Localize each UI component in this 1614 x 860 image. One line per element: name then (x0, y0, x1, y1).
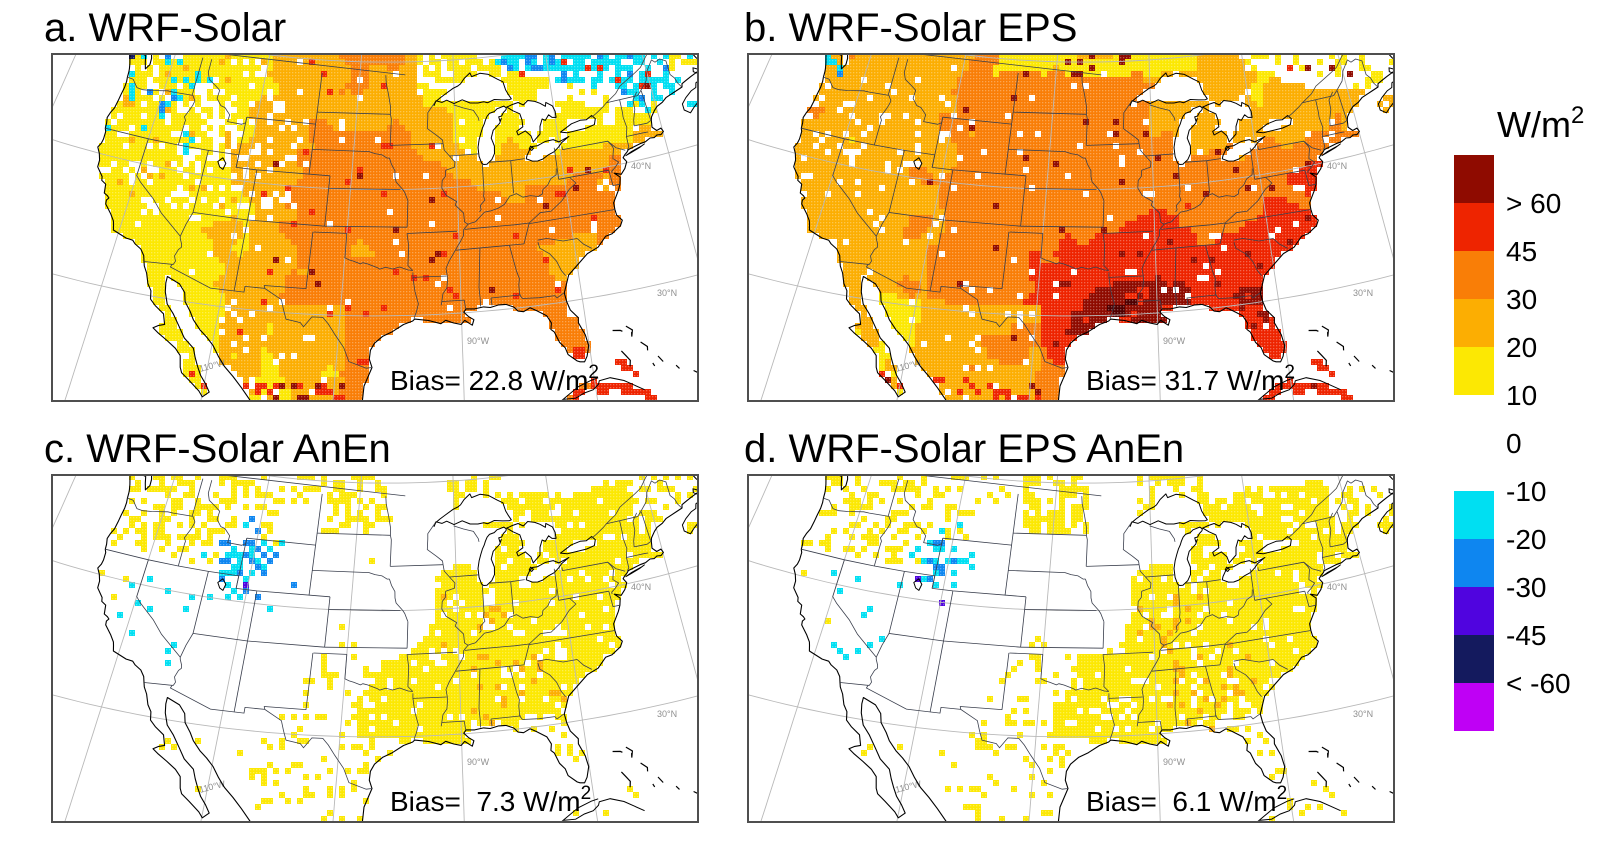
svg-text:30°N: 30°N (657, 288, 677, 298)
svg-text:20: 20 (1506, 332, 1537, 363)
svg-text:-30: -30 (1506, 572, 1546, 603)
svg-text:45: 45 (1506, 236, 1537, 267)
svg-text:Bias= 6.1 W/m2: Bias= 6.1 W/m2 (1086, 783, 1287, 817)
svg-text:90°W: 90°W (1163, 757, 1186, 767)
svg-text:> 60: > 60 (1506, 188, 1561, 219)
svg-text:30°N: 30°N (1353, 288, 1373, 298)
svg-text:30°N: 30°N (1353, 709, 1373, 719)
svg-text:30: 30 (1506, 284, 1537, 315)
svg-text:Bias= 7.3 W/m2: Bias= 7.3 W/m2 (390, 783, 591, 817)
svg-text:40°N: 40°N (1327, 161, 1347, 171)
svg-text:90°W: 90°W (467, 336, 490, 346)
svg-text:90°W: 90°W (1163, 336, 1186, 346)
svg-text:Bias= 31.7 W/m2: Bias= 31.7 W/m2 (1086, 362, 1295, 396)
svg-text:40°N: 40°N (1327, 582, 1347, 592)
svg-text:90°W: 90°W (467, 757, 490, 767)
svg-text:-10: -10 (1506, 476, 1546, 507)
svg-text:10: 10 (1506, 380, 1537, 411)
svg-text:-20: -20 (1506, 524, 1546, 555)
svg-text:-45: -45 (1506, 620, 1546, 651)
svg-text:40°N: 40°N (631, 582, 651, 592)
svg-text:30°N: 30°N (657, 709, 677, 719)
svg-text:40°N: 40°N (631, 161, 651, 171)
svg-text:< -60: < -60 (1506, 668, 1571, 699)
svg-text:W/m2: W/m2 (1497, 102, 1584, 145)
svg-text:0: 0 (1506, 428, 1522, 459)
svg-text:Bias= 22.8 W/m2: Bias= 22.8 W/m2 (390, 362, 599, 396)
